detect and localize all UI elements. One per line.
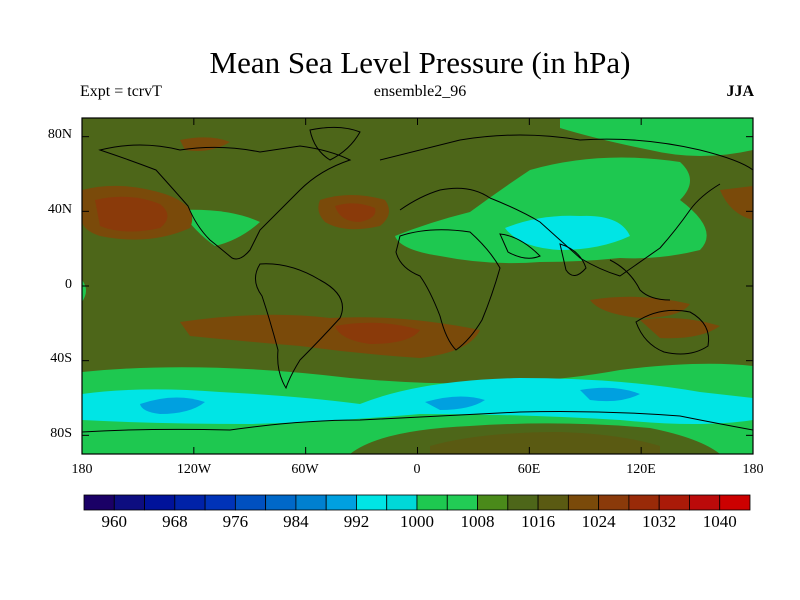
lat-label-40n: 40N xyxy=(47,202,72,217)
atlantic-green xyxy=(180,209,260,246)
experiment-label: Expt = tcrvT xyxy=(80,83,162,100)
colorbar-swatch-19 xyxy=(658,494,690,511)
map-title: Mean Sea Level Pressure (in hPa) xyxy=(209,45,631,80)
colorbar-swatch-4 xyxy=(204,494,236,511)
north-green-region xyxy=(395,157,707,264)
lat-label-0: 0 xyxy=(65,277,72,292)
east-pacific-high xyxy=(720,186,753,220)
antarctica-coast xyxy=(82,411,753,433)
greenland-coast xyxy=(309,126,361,161)
coastlines xyxy=(82,126,753,433)
lat-label-80s: 80S xyxy=(50,426,72,441)
colorbar-label: 1000 xyxy=(400,512,434,531)
antarctic-high xyxy=(430,432,660,454)
lon-label-180e: 180 xyxy=(742,462,764,477)
colorbar-label: 1008 xyxy=(460,512,495,531)
lon-label-120w: 120W xyxy=(176,462,212,477)
colorbar xyxy=(83,494,751,511)
colorbar-swatch-16 xyxy=(567,494,600,511)
north-green-arctic xyxy=(560,118,753,156)
europe-asia-coast xyxy=(379,134,753,277)
colorbar-swatch-14 xyxy=(507,494,539,511)
low-pressure-core-b xyxy=(425,396,485,410)
colorbar-label: 960 xyxy=(101,512,128,531)
axis-ticks xyxy=(81,118,754,454)
lon-label-0: 0 xyxy=(413,462,421,477)
colorbar-swatch-10 xyxy=(386,494,418,511)
colorbar-label: 992 xyxy=(343,512,370,531)
low-pressure-core-a xyxy=(140,397,205,414)
colorbar-label: 1040 xyxy=(702,512,737,531)
asia-cyan-low xyxy=(505,215,630,250)
colorbar-swatch-0 xyxy=(83,494,115,511)
pressure-field xyxy=(82,118,753,454)
colorbar-swatch-1 xyxy=(113,494,145,511)
lat-label-40s: 40S xyxy=(50,351,72,366)
colorbar-swatch-2 xyxy=(144,494,176,511)
africa-coast xyxy=(395,229,501,351)
colorbar-label: 1024 xyxy=(581,512,616,531)
australia-high xyxy=(640,318,720,339)
lon-label-60w: 60W xyxy=(291,462,319,477)
north-america-coast xyxy=(98,144,352,260)
colorbar-swatch-3 xyxy=(174,494,206,511)
colorbar-swatch-8 xyxy=(325,494,357,511)
south-high-band xyxy=(180,314,480,358)
lon-label-60e: 60E xyxy=(517,462,541,477)
lon-label-180w: 180 xyxy=(71,462,93,477)
azores-high-core xyxy=(335,203,376,222)
lat-label-80n: 80N xyxy=(47,127,72,142)
australia-coast xyxy=(635,309,710,355)
colorbar-swatch-5 xyxy=(234,494,267,511)
colorbar-label: 968 xyxy=(162,512,188,531)
colorbar-label: 976 xyxy=(222,512,249,531)
arabia-coast xyxy=(499,233,541,259)
colorbar-label: 1016 xyxy=(521,512,556,531)
colorbar-swatch-9 xyxy=(356,494,388,511)
colorbar-swatch-7 xyxy=(295,494,327,511)
low-pressure-core-c xyxy=(580,387,640,402)
ensemble-label: ensemble2_96 xyxy=(373,83,467,100)
south-america-coast xyxy=(255,263,343,390)
colorbar-swatch-21 xyxy=(719,494,751,511)
colorbar-swatch-13 xyxy=(477,494,509,511)
colorbar-label: 984 xyxy=(283,512,309,531)
season-label: JJA xyxy=(726,83,754,100)
north-pacific-high-core xyxy=(95,196,168,232)
india-coast xyxy=(559,243,587,276)
colorbar-swatch-11 xyxy=(416,494,448,511)
colorbar-swatch-20 xyxy=(689,494,721,511)
colorbar-swatch-18 xyxy=(628,494,660,511)
colorbar-swatch-15 xyxy=(537,494,569,511)
southeast-asia-coast xyxy=(609,259,671,301)
colorbar-swatch-6 xyxy=(265,494,297,511)
lon-label-120e: 120E xyxy=(626,462,656,477)
colorbar-swatch-17 xyxy=(598,494,630,511)
colorbar-swatch-12 xyxy=(446,494,478,511)
south-indian-high xyxy=(590,296,690,318)
colorbar-label: 1032 xyxy=(642,512,677,531)
south-high-core xyxy=(335,322,420,344)
